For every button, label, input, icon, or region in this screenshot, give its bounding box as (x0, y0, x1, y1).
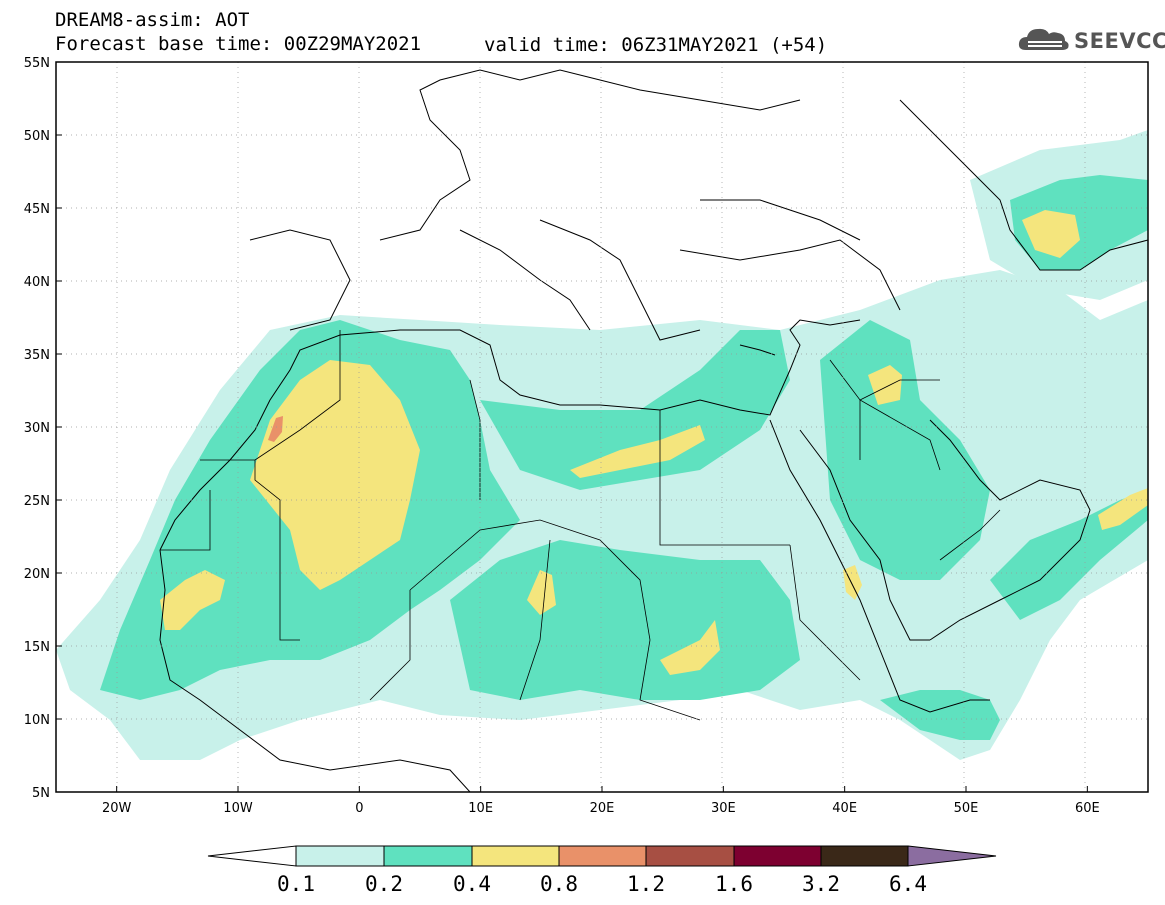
aot-field (56, 69, 1148, 792)
colorbar-bin-5 (645, 845, 735, 867)
colorbar-label: 3.2 (802, 872, 840, 896)
colorbar-low-arrow (207, 845, 297, 867)
colorbar-label: 6.4 (889, 872, 927, 896)
aot-0.8-morocco (268, 416, 283, 442)
lat-tick-label: 55N (24, 56, 50, 71)
aot-0.4-sudan (660, 620, 720, 675)
aot-0.2-libya (480, 330, 790, 490)
lon-tick-label: 20W (102, 801, 132, 816)
colorbar-bin-2 (383, 845, 473, 867)
aot-0.4-redsea (843, 565, 862, 600)
colorbar-label: 0.8 (540, 872, 578, 896)
axis-ticks: 55N 50N 45N 40N 35N 30N 25N 20N 15N 10N 5N 20W 10W 0 1… (24, 56, 1100, 816)
colorbar-label: 0.1 (277, 872, 315, 896)
lon-tick-label: 60E (1075, 801, 1100, 816)
colorbar-bin-3 (471, 845, 560, 867)
aot-0.2-arabia (820, 320, 990, 580)
base-time-label: Forecast base time: 00Z29MAY2021 (55, 33, 422, 55)
cloud-icon (1018, 28, 1069, 50)
colorbar-bin-1 (295, 845, 385, 867)
valid-time-label: valid time: 06Z31MAY2021 (+54) (484, 34, 828, 56)
coastlines (159, 69, 1148, 792)
colorbar-bin-6 (733, 845, 822, 867)
lon-tick-label: 10W (223, 801, 253, 816)
lon-tick-label: 30E (711, 801, 736, 816)
lat-tick-label: 50N (24, 129, 50, 144)
colorbar-high-arrow (907, 845, 997, 867)
lat-tick-label: 10N (24, 713, 50, 728)
lat-tick-label: 40N (24, 275, 50, 290)
lon-tick-label: 50E (954, 801, 979, 816)
map-title: DREAM8-assim: AOT (55, 9, 250, 31)
aot-0.4-sahara (250, 360, 420, 590)
aot-0.2-sahel (450, 540, 800, 700)
lon-tick-label: 0 (355, 801, 363, 816)
aot-0.4-chad (527, 570, 556, 615)
seevccc-logo: SEEVCCC (1018, 24, 1165, 58)
lat-tick-label: 25N (24, 494, 50, 509)
colorbar-label: 0.2 (365, 872, 403, 896)
colorbar-bin-4 (558, 845, 647, 867)
logo-text: SEEVCCC (1074, 29, 1165, 53)
grid-lines (56, 62, 1148, 792)
lat-tick-label: 45N (24, 202, 50, 217)
aot-0.4-caspian (1022, 210, 1080, 258)
colorbar-bin-7 (820, 845, 909, 867)
lat-tick-label: 35N (24, 348, 50, 363)
lon-tick-label: 10E (468, 801, 493, 816)
colorbar-label: 0.4 (453, 872, 491, 896)
aot-0.4-mauritania (160, 570, 225, 630)
colorbar (207, 845, 997, 867)
lat-tick-label: 30N (24, 421, 50, 436)
lat-tick-label: 15N (24, 640, 50, 655)
lat-tick-label: 5N (32, 786, 50, 801)
aot-0.4-iraq (868, 365, 902, 405)
colorbar-label: 1.6 (715, 872, 753, 896)
lon-tick-label: 20E (590, 801, 615, 816)
colorbar-label: 1.2 (627, 872, 665, 896)
lon-tick-label: 40E (832, 801, 857, 816)
lat-tick-label: 20N (24, 567, 50, 582)
aot-0.4-pakistan (1098, 488, 1148, 530)
aot-0.2-horn (880, 690, 1000, 740)
aot-0.4-egypt (570, 425, 705, 478)
